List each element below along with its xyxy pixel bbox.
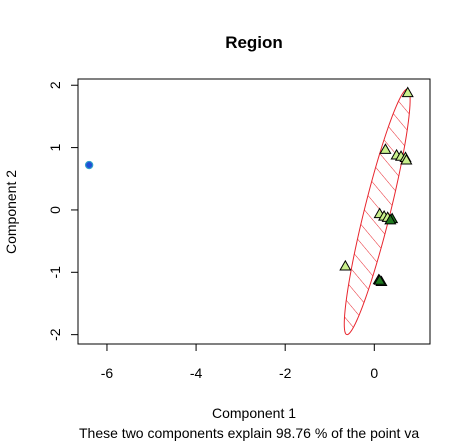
x-tick-label: -4 bbox=[190, 365, 203, 381]
chart-subtitle: These two components explain 98.76 % of … bbox=[79, 425, 419, 441]
x-tick-label: 0 bbox=[370, 365, 378, 381]
y-axis: -2 -1 0 1 2 bbox=[47, 81, 79, 341]
y-tick-label: 1 bbox=[47, 143, 63, 151]
data-point-triangle bbox=[384, 213, 397, 225]
data-points-layer bbox=[84, 86, 414, 287]
y-tick-label: 2 bbox=[47, 81, 63, 89]
x-tick-label: -2 bbox=[279, 365, 292, 381]
data-point-triangle bbox=[401, 86, 414, 98]
chart-title: Region bbox=[225, 33, 283, 52]
data-point-triangle bbox=[373, 274, 386, 285]
data-point-circle bbox=[84, 160, 94, 170]
y-tick-label: -1 bbox=[47, 266, 63, 279]
data-point-triangle bbox=[400, 153, 413, 165]
y-tick-label: -2 bbox=[47, 328, 63, 341]
x-axis-label: Component 1 bbox=[212, 405, 296, 421]
x-tick-label: -6 bbox=[101, 365, 114, 381]
data-point-triangle bbox=[379, 143, 392, 154]
y-tick-label: 0 bbox=[47, 206, 63, 214]
y-axis-label: Component 2 bbox=[3, 170, 19, 254]
data-point-triangle bbox=[339, 259, 352, 271]
x-axis: -6 -4 -2 0 bbox=[101, 343, 378, 381]
